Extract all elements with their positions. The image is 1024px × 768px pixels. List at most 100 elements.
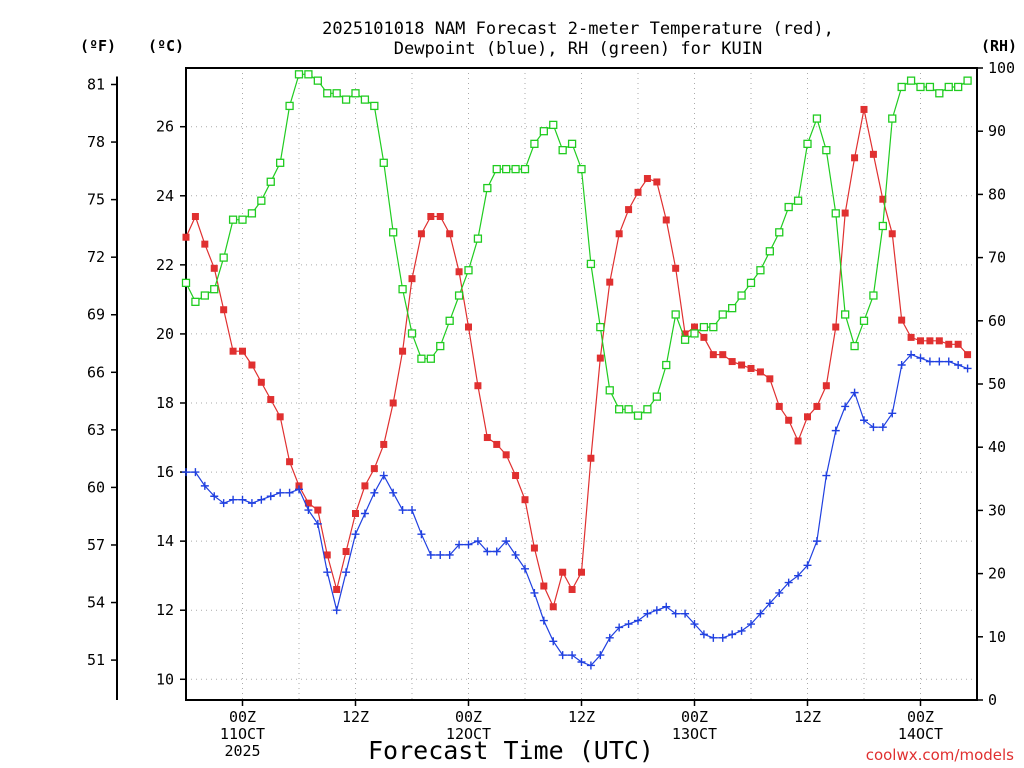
series-point: [577, 658, 586, 667]
series-point: [766, 375, 774, 383]
series-point: [699, 322, 709, 332]
series-point: [238, 495, 247, 504]
series-point: [906, 76, 916, 85]
series-point: [389, 399, 397, 407]
celsius-tick-label: 14: [156, 532, 174, 550]
series-point: [643, 609, 652, 618]
series-point: [653, 178, 661, 186]
series-point: [370, 465, 378, 473]
series-point: [286, 458, 294, 466]
series-point: [370, 488, 379, 497]
series-point: [492, 547, 501, 556]
series-point: [455, 268, 463, 276]
series-point: [493, 440, 501, 448]
tick-labels: 51 54 57 60 63 66 69 72 75 78 81 10 12 14 16 18 20 22 24 26…: [87, 59, 1015, 760]
series-point: [652, 606, 661, 615]
series-point: [596, 354, 604, 362]
series-point: [634, 188, 642, 196]
series-point: [257, 378, 265, 386]
series-point: [417, 230, 425, 238]
rh-tick-label: 90: [988, 122, 1006, 140]
series-point: [747, 364, 755, 372]
series-point: [681, 330, 689, 338]
x-tick-label: 11OCT: [220, 725, 265, 743]
series-point: [625, 206, 633, 214]
series-point: [917, 337, 924, 345]
series-point: [850, 388, 859, 397]
series-point: [784, 578, 793, 587]
series-point: [718, 633, 727, 642]
series-point: [605, 633, 614, 642]
series-point: [332, 89, 341, 98]
rh-tick-label: 40: [988, 438, 1006, 456]
series-point: [473, 537, 482, 546]
series-point: [351, 530, 360, 539]
series-point: [314, 506, 322, 514]
series-point: [878, 221, 887, 231]
series-point: [728, 630, 737, 639]
fahrenheit-tick-label: 66: [87, 363, 105, 381]
series-point: [681, 609, 690, 618]
fahrenheit-tick-label: 51: [87, 651, 105, 669]
celsius-tick-label: 12: [156, 601, 174, 619]
series-point: [567, 139, 577, 148]
series-point: [954, 82, 963, 92]
series-point: [568, 651, 577, 660]
series-point: [586, 661, 595, 670]
chart-title-line-1: 2025101018 NAM Forecast 2-meter Temperat…: [322, 19, 834, 39]
fahrenheit-tick-label: 69: [87, 306, 105, 324]
celsius-unit-label: (ºC): [148, 37, 184, 55]
x-tick-label: 00Z: [907, 708, 934, 726]
series-point: [831, 209, 840, 218]
series-point: [691, 323, 698, 331]
series-point: [530, 544, 538, 552]
series-point: [398, 285, 407, 294]
series-point: [483, 183, 492, 193]
series-point: [191, 468, 200, 477]
celsius-tick-label: 24: [156, 187, 174, 205]
series-point: [615, 230, 623, 238]
series-point: [304, 70, 313, 79]
series-point: [869, 423, 878, 432]
series-point: [700, 333, 708, 341]
series-point: [342, 547, 350, 555]
series-point: [907, 350, 916, 359]
series-point: [775, 402, 783, 410]
series-point: [304, 499, 312, 507]
series-point: [417, 354, 426, 363]
series-point: [897, 82, 906, 92]
celsius-tick-label: 22: [156, 256, 174, 274]
series-point: [898, 316, 906, 324]
series-point: [624, 620, 633, 629]
series-point: [219, 499, 228, 508]
series-point: [832, 323, 840, 331]
series-point: [389, 228, 398, 237]
series-point: [737, 626, 746, 635]
axes: [111, 67, 983, 706]
series-point: [521, 564, 529, 573]
rh-tick-label: 10: [988, 628, 1006, 646]
series-point: [426, 354, 435, 363]
series-point: [765, 247, 774, 256]
series-point: [888, 114, 897, 123]
series-point: [672, 264, 680, 272]
series-point: [935, 89, 944, 98]
celsius-tick-label: 20: [156, 325, 174, 343]
series-point: [530, 139, 539, 148]
series-point: [851, 154, 859, 162]
series-point: [709, 633, 718, 642]
fahrenheit-tick-label: 60: [87, 478, 105, 496]
series-point: [633, 411, 643, 420]
series-point: [634, 616, 642, 625]
series-point: [559, 568, 567, 576]
series-point: [360, 509, 369, 518]
series-point: [662, 216, 670, 224]
series-point: [201, 240, 209, 248]
series-point: [878, 423, 887, 432]
grid-lines: [186, 68, 977, 700]
series-point: [690, 620, 699, 629]
series-point: [323, 568, 332, 577]
series-point: [398, 506, 407, 515]
series-point: [568, 585, 576, 593]
